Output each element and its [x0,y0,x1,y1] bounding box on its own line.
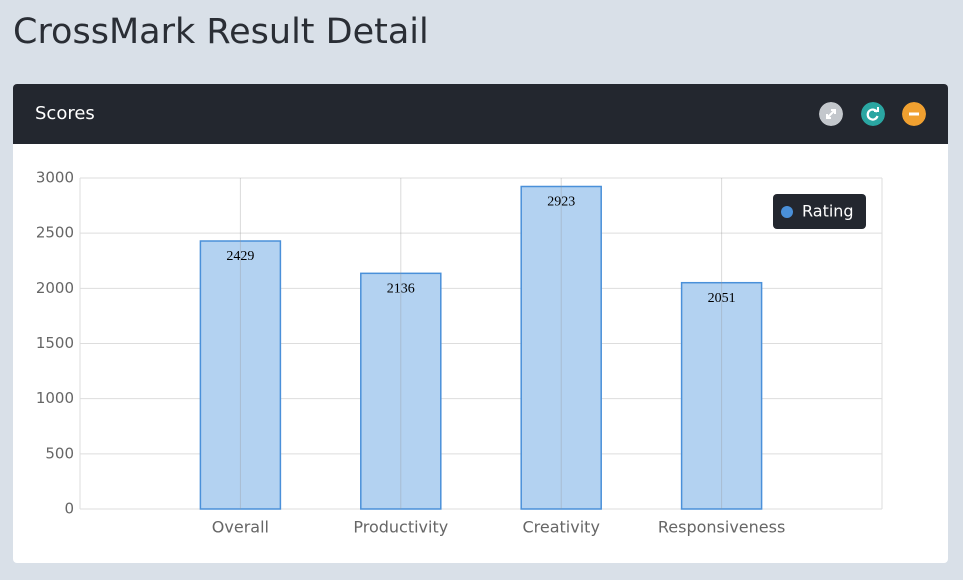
panel: Scores [13,84,948,563]
refresh-button[interactable] [861,102,885,126]
collapse-button[interactable] [902,102,926,126]
panel-header: Scores [13,84,948,144]
page-title: CrossMark Result Detail [13,12,429,52]
expand-button[interactable] [819,102,843,126]
panel-title: Scores [35,103,95,124]
